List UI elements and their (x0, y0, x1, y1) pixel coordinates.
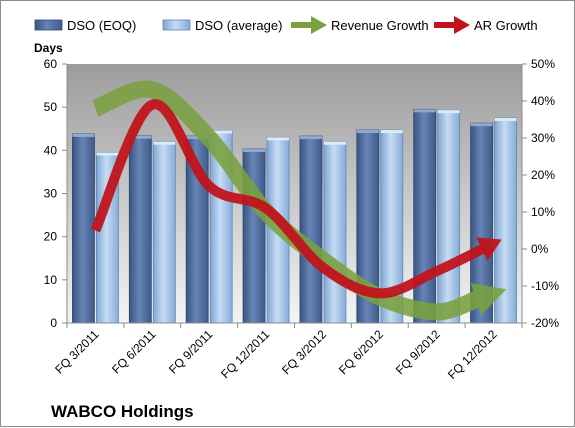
line-series-group (90, 80, 507, 321)
legend-label-revenue-growth: Revenue Growth (331, 18, 429, 33)
x-tick-label: FQ 9/2011 (166, 327, 216, 377)
bar-top-dso-eoq (356, 130, 379, 134)
legend-arrow-ar-growth (454, 16, 470, 34)
bar-top-dso-average (210, 130, 233, 134)
right-tick-label: -20% (531, 316, 559, 330)
arrowhead-revenue-growth (470, 282, 507, 316)
x-axis: FQ 3/2011 FQ 6/2011 FQ 9/2011 FQ 12/2011 FQ … (52, 323, 523, 382)
right-tick-label: 10% (531, 205, 555, 219)
left-tick-label: 40 (44, 143, 58, 157)
bar-top-dso-eoq (299, 136, 322, 140)
left-axis-title: Days (34, 41, 63, 55)
left-tick-label: 50 (44, 100, 58, 114)
bar-top-dso-average (437, 110, 460, 114)
right-tick-label: 50% (531, 57, 555, 71)
right-tick-label: 0% (531, 242, 549, 256)
left-tick-label: 20 (44, 230, 58, 244)
line-ar-growth (90, 99, 486, 299)
x-tick-label: FQ 6/2012 (336, 327, 386, 377)
right-tick-label: 30% (531, 131, 555, 145)
left-tick-label: 30 (44, 187, 58, 201)
left-tick-label: 10 (44, 273, 58, 287)
bar-top-dso-average (323, 141, 346, 145)
bar-top-dso-average (153, 141, 176, 145)
right-tick-label: 20% (531, 168, 555, 182)
bar-top-dso-average (494, 117, 517, 121)
legend-swatch-dso-eoq (34, 19, 63, 31)
bar-top-dso-eoq (413, 109, 436, 113)
legend-item-dso-eoq: DSO (EOQ) (34, 18, 136, 33)
legend-item-revenue-growth: Revenue Growth (291, 16, 429, 34)
right-axis: -20% -10% 0% 10% 20% 30% 40% 50% (522, 57, 559, 330)
legend-label-ar-growth: AR Growth (474, 18, 538, 33)
x-tick-label: FQ 3/2011 (52, 327, 102, 377)
x-tick-label: FQ 6/2011 (109, 327, 159, 377)
left-tick-label: 0 (50, 316, 57, 330)
bar-dso-eoq (299, 135, 323, 324)
bar-top-dso-eoq (243, 149, 266, 153)
bar-dso-average (152, 141, 176, 324)
legend-label-dso-eoq: DSO (EOQ) (67, 18, 136, 33)
bar-top-dso-average (96, 152, 119, 156)
x-tick-label: FQ 9/2012 (393, 327, 443, 377)
legend-label-dso-average: DSO (average) (195, 18, 282, 33)
bar-dso-average (323, 141, 347, 324)
bar-top-dso-average (380, 130, 403, 134)
legend-swatch-dso-average (162, 19, 191, 31)
left-tick-label: 60 (44, 57, 58, 71)
legend-item-dso-average: DSO (average) (162, 18, 282, 33)
arrowhead-ar-growth (476, 237, 502, 261)
legend-arrow-revenue-growth (311, 16, 327, 34)
bar-dso-eoq (128, 135, 152, 324)
bar-top-dso-eoq (470, 123, 493, 127)
x-tick-label: FQ 12/2012 (445, 327, 500, 382)
x-tick-label: FQ 12/2011 (218, 327, 272, 381)
right-tick-label: 40% (531, 94, 555, 108)
right-tick-label: -10% (531, 279, 559, 293)
legend-item-ar-growth: AR Growth (434, 16, 538, 34)
bar-dso-eoq (413, 108, 437, 324)
left-axis: 0 10 20 30 40 50 60 (44, 57, 67, 330)
legend: DSO (EOQ) DSO (average) Revenue Growth A… (34, 16, 538, 34)
bar-top-dso-average (267, 137, 290, 141)
x-tick-label: FQ 3/2012 (279, 327, 329, 377)
company-name: WABCO Holdings (51, 402, 194, 421)
bar-top-dso-eoq (129, 135, 152, 139)
bar-top-dso-eoq (72, 133, 95, 137)
bar-dso-average (437, 109, 461, 324)
bar-top-dso-eoq (186, 136, 209, 140)
